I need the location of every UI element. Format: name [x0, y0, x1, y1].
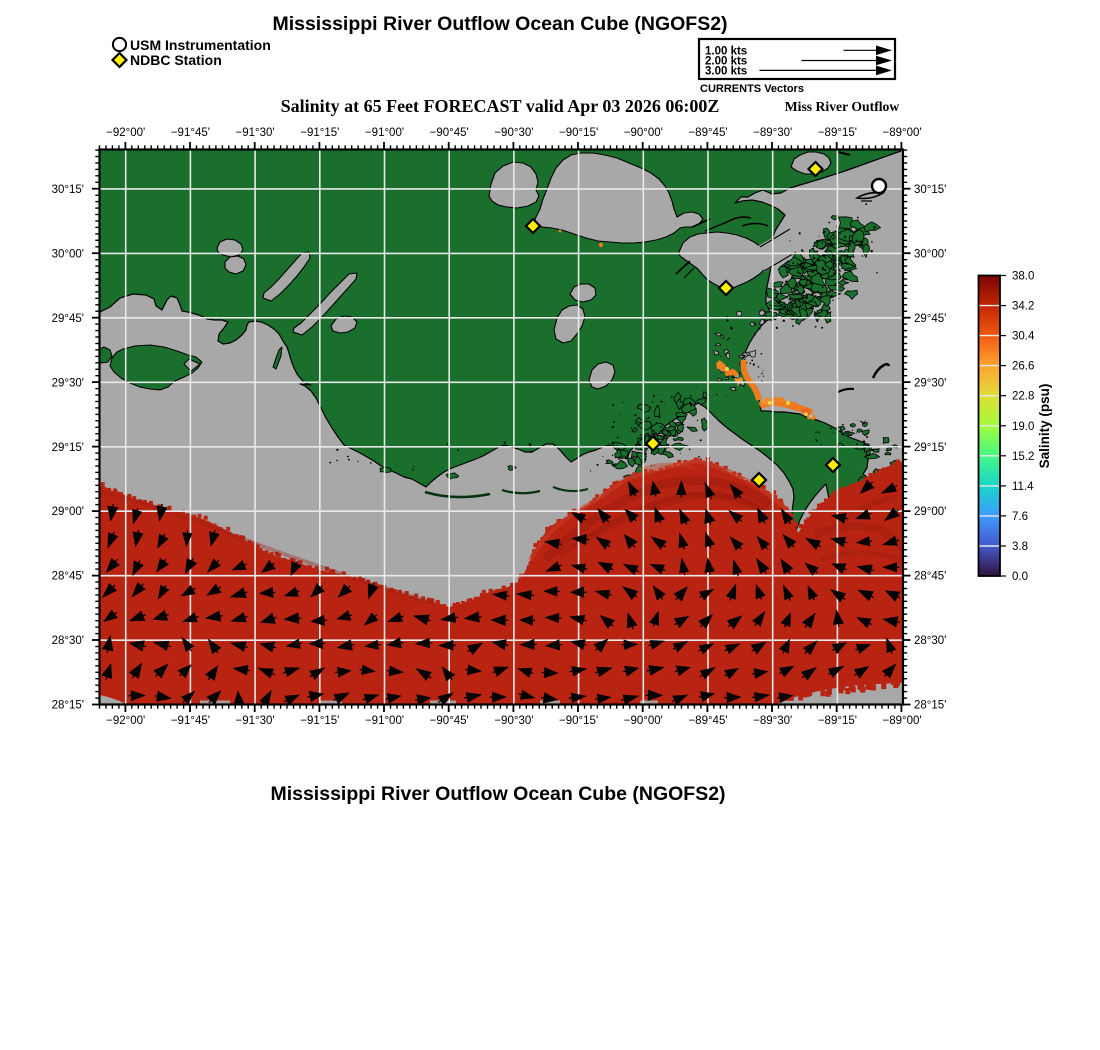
svg-text:3.8: 3.8 [1012, 541, 1028, 553]
svg-text:34.2: 34.2 [1012, 301, 1034, 313]
svg-text:−91°30': −91°30' [236, 127, 275, 139]
svg-text:Salinity at 65 Feet FORECAST v: Salinity at 65 Feet FORECAST valid Apr 0… [281, 96, 720, 116]
svg-text:30°00': 30°00' [914, 248, 946, 260]
svg-text:2.00 kts: 2.00 kts [705, 56, 747, 68]
svg-text:30°00': 30°00' [52, 248, 84, 260]
svg-text:29°15': 29°15' [52, 442, 84, 454]
svg-text:−89°15': −89°15' [818, 127, 857, 139]
svg-text:29°45': 29°45' [52, 313, 84, 325]
svg-text:26.6: 26.6 [1012, 361, 1034, 373]
svg-text:Mississippi River Outflow Ocea: Mississippi River Outflow Ocean Cube (NG… [272, 13, 727, 35]
svg-text:28°30': 28°30' [914, 635, 946, 647]
svg-text:3.00 kts: 3.00 kts [705, 65, 747, 77]
svg-text:−89°15': −89°15' [818, 715, 857, 727]
svg-text:28°45': 28°45' [52, 571, 84, 583]
svg-text:−90°45': −90°45' [430, 715, 469, 727]
svg-text:30°15': 30°15' [914, 184, 946, 196]
svg-text:−91°00': −91°00' [365, 715, 404, 727]
svg-text:−91°30': −91°30' [236, 715, 275, 727]
svg-text:19.0: 19.0 [1012, 421, 1034, 433]
svg-text:29°00': 29°00' [914, 506, 946, 518]
svg-text:Salinity (psu): Salinity (psu) [1037, 384, 1052, 469]
svg-text:15.2: 15.2 [1012, 451, 1034, 463]
svg-text:−89°45': −89°45' [688, 715, 727, 727]
svg-text:−91°15': −91°15' [300, 715, 339, 727]
svg-text:NDBC Station: NDBC Station [130, 52, 222, 68]
svg-text:−91°45': −91°45' [171, 127, 210, 139]
svg-text:−90°00': −90°00' [624, 715, 663, 727]
svg-text:−91°00': −91°00' [365, 127, 404, 139]
svg-text:29°15': 29°15' [914, 442, 946, 454]
svg-text:−89°30': −89°30' [753, 127, 792, 139]
svg-text:1.00 kts: 1.00 kts [705, 45, 747, 57]
svg-text:−91°45': −91°45' [171, 715, 210, 727]
svg-text:−90°15': −90°15' [559, 127, 598, 139]
svg-text:−92°00': −92°00' [106, 127, 145, 139]
svg-text:−92°00': −92°00' [106, 715, 145, 727]
svg-text:29°30': 29°30' [914, 377, 946, 389]
svg-text:38.0: 38.0 [1012, 271, 1034, 283]
svg-text:29°45': 29°45' [914, 313, 946, 325]
svg-text:Mississippi River Outflow Ocea: Mississippi River Outflow Ocean Cube (NG… [270, 783, 725, 805]
svg-text:−89°45': −89°45' [688, 127, 727, 139]
svg-text:−89°30': −89°30' [753, 715, 792, 727]
svg-text:−89°00': −89°00' [883, 715, 922, 727]
svg-text:−90°15': −90°15' [559, 715, 598, 727]
svg-text:29°30': 29°30' [52, 377, 84, 389]
svg-text:CURRENTS Vectors: CURRENTS Vectors [700, 83, 804, 95]
svg-text:7.6: 7.6 [1012, 511, 1028, 523]
svg-text:28°30': 28°30' [52, 635, 84, 647]
svg-text:Miss River Outflow: Miss River Outflow [785, 99, 900, 114]
svg-text:22.8: 22.8 [1012, 391, 1034, 403]
svg-text:28°15': 28°15' [914, 700, 946, 712]
svg-text:28°15': 28°15' [52, 700, 84, 712]
svg-text:29°00': 29°00' [52, 506, 84, 518]
svg-text:−90°30': −90°30' [494, 127, 533, 139]
svg-text:−89°00': −89°00' [883, 127, 922, 139]
svg-text:30°15': 30°15' [52, 184, 84, 196]
svg-text:28°45': 28°45' [914, 571, 946, 583]
svg-text:USM Instrumentation: USM Instrumentation [130, 37, 271, 53]
svg-text:−90°00': −90°00' [624, 127, 663, 139]
svg-text:0.0: 0.0 [1012, 571, 1028, 583]
svg-text:11.4: 11.4 [1012, 481, 1034, 493]
svg-text:−91°15': −91°15' [300, 127, 339, 139]
svg-text:−90°45': −90°45' [430, 127, 469, 139]
svg-text:−90°30': −90°30' [494, 715, 533, 727]
svg-text:30.4: 30.4 [1012, 331, 1035, 343]
